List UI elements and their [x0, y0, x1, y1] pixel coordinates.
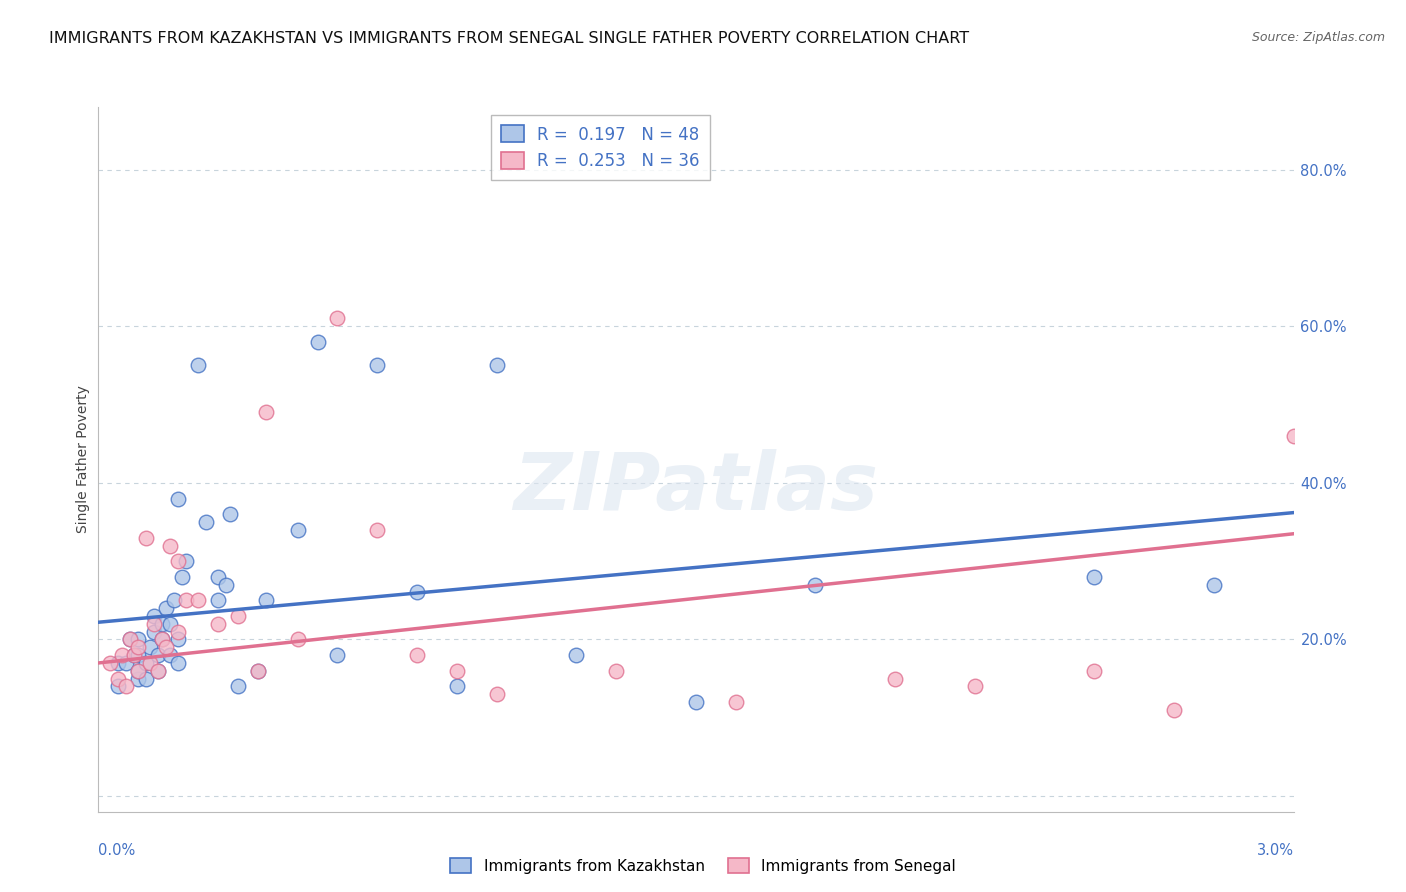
- Point: [215, 577, 238, 591]
- Text: ZIPatlas: ZIPatlas: [513, 449, 879, 526]
- Point: [120, 632, 142, 647]
- Point: [307, 334, 329, 349]
- Point: [135, 656, 157, 670]
- Point: [804, 577, 827, 591]
- Point: [187, 593, 209, 607]
- Point: [127, 648, 149, 662]
- Point: [150, 616, 173, 631]
- Legend: Immigrants from Kazakhstan, Immigrants from Senegal: Immigrants from Kazakhstan, Immigrants f…: [444, 852, 962, 880]
- Point: [884, 672, 907, 686]
- Point: [406, 585, 429, 599]
- Legend: R =  0.197   N = 48, R =  0.253   N = 36: R = 0.197 N = 48, R = 0.253 N = 36: [491, 115, 710, 180]
- Point: [167, 632, 190, 647]
- Point: [163, 593, 186, 607]
- Point: [254, 405, 277, 419]
- Point: [115, 656, 138, 670]
- Point: [446, 680, 468, 694]
- Point: [254, 593, 277, 607]
- Point: [1163, 703, 1185, 717]
- Point: [167, 554, 190, 568]
- Y-axis label: Single Father Poverty: Single Father Poverty: [76, 385, 90, 533]
- Point: [155, 640, 177, 655]
- Point: [485, 687, 508, 701]
- Point: [143, 616, 166, 631]
- Point: [406, 648, 429, 662]
- Point: [143, 624, 166, 639]
- Point: [150, 632, 173, 647]
- Point: [287, 523, 309, 537]
- Point: [366, 359, 388, 373]
- Point: [107, 672, 129, 686]
- Point: [143, 609, 166, 624]
- Point: [139, 656, 162, 670]
- Point: [485, 359, 508, 373]
- Point: [446, 664, 468, 678]
- Point: [139, 640, 162, 655]
- Point: [127, 632, 149, 647]
- Point: [187, 359, 209, 373]
- Point: [366, 523, 388, 537]
- Point: [195, 515, 218, 529]
- Point: [174, 554, 197, 568]
- Point: [111, 648, 134, 662]
- Point: [150, 632, 173, 647]
- Point: [207, 616, 229, 631]
- Point: [167, 656, 190, 670]
- Point: [148, 664, 170, 678]
- Point: [172, 570, 194, 584]
- Text: Source: ZipAtlas.com: Source: ZipAtlas.com: [1251, 31, 1385, 45]
- Point: [115, 680, 138, 694]
- Point: [1282, 429, 1305, 443]
- Point: [246, 664, 269, 678]
- Point: [326, 648, 349, 662]
- Point: [167, 491, 190, 506]
- Point: [124, 648, 146, 662]
- Point: [98, 656, 122, 670]
- Point: [605, 664, 627, 678]
- Point: [120, 632, 142, 647]
- Point: [207, 570, 229, 584]
- Point: [135, 672, 157, 686]
- Point: [246, 664, 269, 678]
- Text: 3.0%: 3.0%: [1257, 844, 1294, 858]
- Point: [135, 531, 157, 545]
- Point: [127, 640, 149, 655]
- Point: [1202, 577, 1225, 591]
- Point: [1083, 664, 1105, 678]
- Point: [127, 664, 149, 678]
- Point: [107, 656, 129, 670]
- Point: [226, 609, 249, 624]
- Point: [565, 648, 588, 662]
- Text: 0.0%: 0.0%: [98, 844, 135, 858]
- Point: [148, 648, 170, 662]
- Text: IMMIGRANTS FROM KAZAKHSTAN VS IMMIGRANTS FROM SENEGAL SINGLE FATHER POVERTY CORR: IMMIGRANTS FROM KAZAKHSTAN VS IMMIGRANTS…: [49, 31, 969, 46]
- Point: [226, 680, 249, 694]
- Point: [207, 593, 229, 607]
- Point: [159, 616, 181, 631]
- Point: [124, 648, 146, 662]
- Point: [963, 680, 986, 694]
- Point: [107, 680, 129, 694]
- Point: [219, 507, 242, 521]
- Point: [167, 624, 190, 639]
- Point: [127, 672, 149, 686]
- Point: [174, 593, 197, 607]
- Point: [155, 601, 177, 615]
- Point: [685, 695, 707, 709]
- Point: [159, 648, 181, 662]
- Point: [326, 311, 349, 326]
- Point: [724, 695, 747, 709]
- Point: [159, 539, 181, 553]
- Point: [1083, 570, 1105, 584]
- Point: [148, 664, 170, 678]
- Point: [127, 664, 149, 678]
- Point: [287, 632, 309, 647]
